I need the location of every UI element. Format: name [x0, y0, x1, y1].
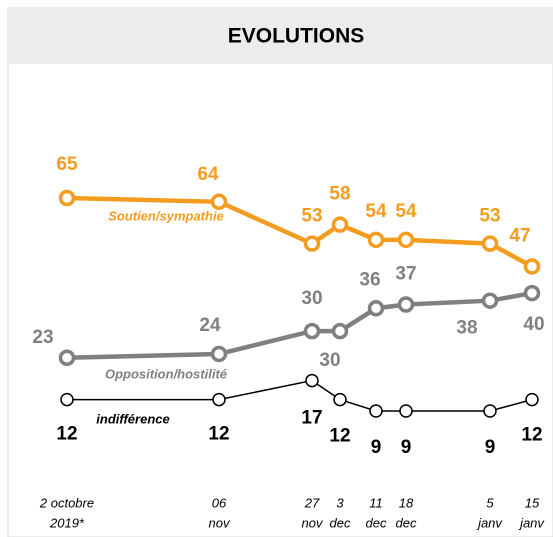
data-label: 47	[509, 225, 530, 246]
data-label: 40	[523, 314, 544, 335]
series-name: Opposition/hostilité	[105, 366, 227, 381]
x-tick-label: 15	[525, 495, 540, 510]
x-tick-label: 2019*	[49, 515, 85, 530]
data-label: 12	[208, 424, 229, 445]
data-label: 64	[197, 164, 219, 185]
point	[60, 392, 74, 407]
point	[305, 373, 319, 388]
data-label: 30	[319, 350, 340, 371]
point	[367, 300, 385, 317]
point	[523, 284, 541, 302]
x-tick-label: 3	[336, 495, 344, 510]
x-tick-label: 5	[486, 495, 494, 510]
point	[331, 322, 349, 340]
data-label: 53	[301, 206, 322, 227]
series-line	[67, 379, 533, 412]
point	[303, 235, 321, 252]
point	[331, 216, 349, 233]
x-tick-label: janv	[518, 515, 545, 530]
x-tick-label: 18	[399, 495, 414, 510]
data-label: 65	[56, 154, 78, 175]
x-tick-label: dec	[330, 515, 351, 530]
point	[369, 404, 383, 418]
x-tick-label: 11	[369, 495, 383, 510]
data-label: 9	[485, 437, 496, 458]
point	[303, 322, 321, 340]
point	[210, 345, 228, 363]
data-label: 9	[371, 437, 382, 458]
x-tick-label: nov	[302, 515, 324, 530]
data-label: 17	[301, 408, 322, 429]
series-name: Soutien/sympathie	[108, 208, 224, 223]
point	[212, 392, 226, 407]
data-label: 58	[329, 184, 350, 205]
data-label: 12	[56, 424, 77, 445]
point	[525, 392, 539, 407]
x-tick-label: dec	[366, 515, 387, 530]
point	[210, 193, 228, 211]
point	[481, 235, 499, 252]
point	[397, 231, 415, 249]
data-label: 38	[456, 318, 477, 339]
data-label: 30	[301, 288, 322, 309]
data-label: 53	[479, 206, 500, 227]
data-label: 54	[395, 201, 417, 222]
point	[523, 258, 541, 275]
data-label: 54	[365, 201, 387, 222]
x-tick-label: 06	[212, 495, 227, 510]
series-line	[66, 290, 533, 360]
x-tick-label: 27	[304, 495, 320, 510]
point	[58, 189, 76, 207]
x-tick-label: 2 octobre	[39, 495, 94, 510]
data-label: 37	[395, 264, 416, 285]
data-label: 12	[521, 425, 542, 446]
data-label: 9	[401, 437, 412, 458]
data-label: 24	[199, 315, 221, 336]
point	[58, 349, 76, 366]
data-label: 12	[329, 426, 350, 447]
point	[397, 296, 415, 313]
point	[481, 292, 499, 309]
point	[367, 231, 385, 249]
point	[333, 392, 347, 407]
point	[399, 404, 413, 418]
x-tick-label: dec	[396, 515, 417, 530]
header-band	[8, 8, 553, 64]
data-label: 23	[32, 327, 53, 348]
series-name: indifférence	[96, 411, 169, 426]
chart-title: EVOLUTIONS	[228, 25, 365, 48]
x-tick-label: janv	[476, 515, 503, 530]
data-label: 36	[359, 269, 380, 290]
series-line	[66, 195, 534, 269]
x-tick-label: nov	[209, 515, 231, 530]
frame	[7, 7, 553, 537]
point	[483, 404, 497, 418]
